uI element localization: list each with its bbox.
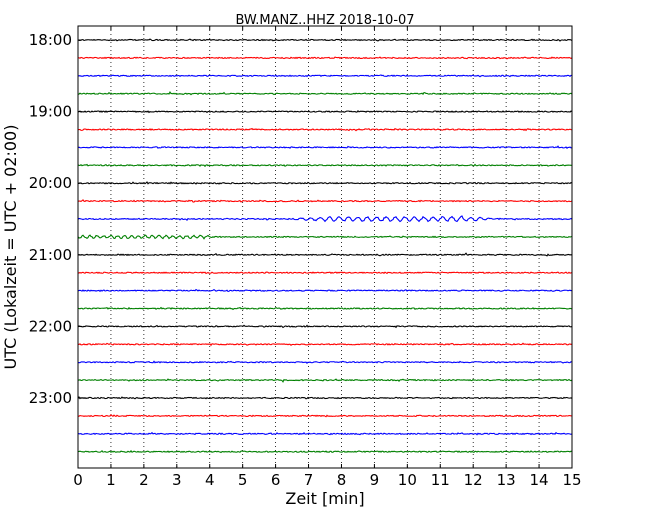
trace-2045	[77, 234, 573, 240]
trace-2300	[77, 396, 573, 400]
trace-2230	[77, 360, 573, 364]
trace-2000	[77, 181, 573, 185]
trace-2015	[77, 199, 573, 203]
y-axis-ticks: 18:00 19:00 20:00 21:00 22:00 23:00	[29, 31, 82, 407]
y-tick-label: 23:00	[29, 389, 72, 407]
trace-2030	[77, 215, 573, 223]
trace-1945	[77, 163, 573, 168]
x-tick-label: 7	[304, 471, 314, 489]
x-tick-label: 4	[205, 471, 215, 489]
chart-title: BW.MANZ..HHZ 2018-10-07	[235, 13, 414, 28]
x-tick-label: 15	[562, 471, 581, 489]
x-tick-label: 2	[139, 471, 149, 489]
x-tick-label: 0	[73, 471, 83, 489]
trace-1845	[77, 91, 573, 96]
trace-2330	[77, 431, 573, 436]
y-tick-label: 20:00	[29, 174, 72, 192]
trace-1930	[77, 145, 573, 149]
trace-1830	[77, 74, 573, 78]
x-tick-label: 13	[497, 471, 516, 489]
y-axis-label: UTC (Lokalzeit = UTC + 02:00)	[1, 125, 20, 370]
x-tick-label: 8	[337, 471, 347, 489]
x-tick-label: 12	[464, 471, 483, 489]
x-tick-label: 9	[370, 471, 380, 489]
trace-2145	[77, 306, 573, 311]
x-tick-label: 14	[530, 471, 549, 489]
x-axis-ticks: 0 1 2 3 4 5 6 7 8 9 10 11 12 13 14 15	[73, 26, 582, 489]
x-axis-label: Zeit [min]	[285, 489, 364, 508]
trace-2245	[77, 378, 573, 383]
x-tick-label: 3	[172, 471, 182, 489]
trace-1915	[77, 127, 573, 132]
x-tick-label: 1	[106, 471, 116, 489]
vertical-grid	[110, 26, 540, 468]
y-tick-label: 22:00	[29, 317, 72, 335]
trace-1815	[77, 56, 573, 60]
x-tick-label: 5	[238, 471, 248, 489]
x-tick-label: 11	[431, 471, 450, 489]
trace-2100	[77, 252, 573, 257]
trace-2115	[77, 271, 573, 275]
trace-2200	[77, 324, 573, 329]
traces-group	[77, 38, 573, 454]
y-tick-label: 21:00	[29, 246, 72, 264]
trace-2130	[77, 288, 573, 293]
x-tick-label: 10	[398, 471, 417, 489]
trace-2215	[77, 342, 573, 347]
trace-2345	[77, 449, 573, 454]
trace-2315	[77, 414, 573, 418]
trace-1900	[77, 109, 573, 114]
y-tick-label: 18:00	[29, 31, 72, 49]
y-tick-label: 19:00	[29, 103, 72, 121]
x-tick-label: 6	[271, 471, 281, 489]
trace-1800	[77, 38, 573, 42]
plot-frame	[77, 25, 573, 469]
